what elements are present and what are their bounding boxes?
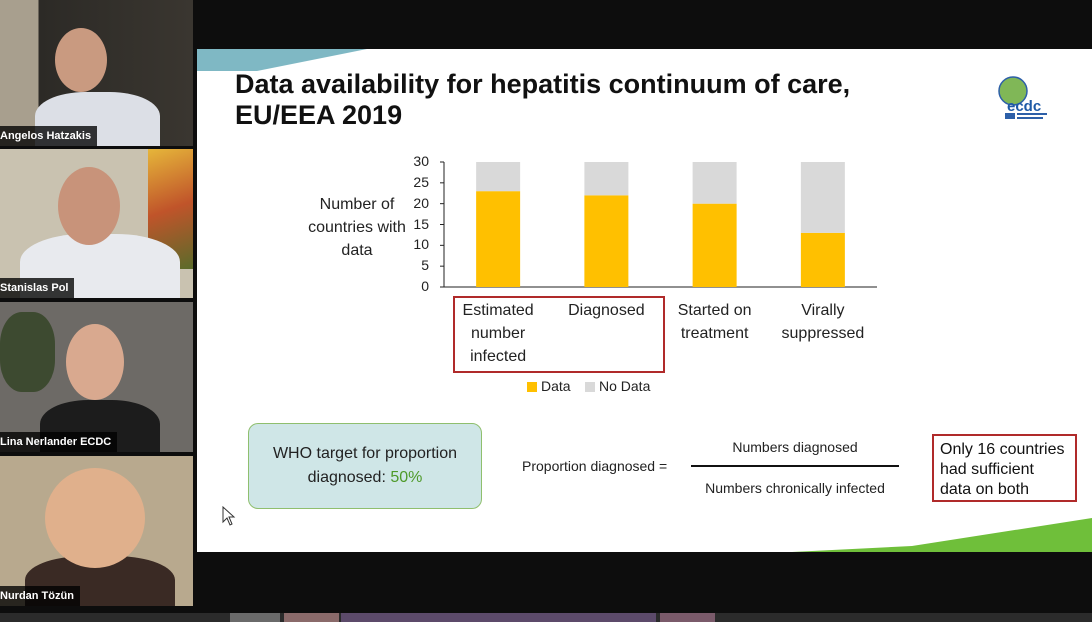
formula-numerator: Numbers diagnosed [732,439,858,455]
taskbar-app-icon[interactable] [341,613,656,622]
chart-y-tick-label: 5 [421,257,429,274]
participant-name: Nurdan Tözün [0,586,80,606]
taskbar-app-icon[interactable] [230,613,280,622]
legend-label-nodata: No Data [599,378,651,394]
legend-swatch-nodata [585,382,595,393]
taskbar-app-icon[interactable] [660,613,715,622]
chart-bar-nodata [476,162,521,192]
participant-tile-3[interactable]: Lina Nerlander ECDC [0,302,193,452]
slide-decor-stripe-bottom [792,518,1092,552]
ecdc-logo-icon [998,76,1047,119]
legend-swatch-data [527,382,537,393]
chart-y-tick-label: 25 [413,173,429,190]
formula-lhs: Proportion diagnosed = [522,458,668,474]
chart-bar-data [584,195,629,287]
chart-x-tick-label: Started on treatment [677,302,752,342]
note-box: Only 16 countries had sufficient data on… [932,434,1077,502]
chart-x-tick-label: Estimated number infected [462,302,534,365]
chart-bar-data [692,203,737,287]
chart-y-axis-label: Number of countries with data [308,196,406,259]
participant-avatar-head [55,28,107,92]
chart-bar-nodata [692,162,737,204]
participant-name: Stanislas Pol [0,278,75,298]
who-target-text: WHO target for proportion diagnosed: [272,445,458,486]
ecdc-logo-text: ecdc [1007,98,1042,115]
chart-x-tick-label: Virally suppressed [781,302,865,342]
chart-x-tick-label: Diagnosed [568,302,645,319]
slide-decor-stripe-top [197,49,367,71]
plants-background [0,312,55,392]
participant-tile-4[interactable]: Nurdan Tözün [0,456,193,606]
chart-bar-nodata [584,162,629,196]
participant-name: Lina Nerlander ECDC [0,432,118,452]
slide-title: Data availability for hepatitis continuu… [235,69,851,130]
chart-bar-data [800,232,845,287]
participant-avatar-head [45,468,145,568]
chart-y-tick-label: 0 [421,278,429,294]
participant-avatar-head [58,167,120,245]
participant-tile-2[interactable]: Stanislas Pol [0,149,193,298]
formula-denominator: Numbers chronically infected [705,480,885,496]
mouse-cursor-icon [222,506,236,526]
legend-label-data: Data [541,378,571,394]
highlight-box-categories [453,296,665,373]
participant-name: Angelos Hatzakis [0,126,98,146]
chart-legend-data: Data [527,378,571,394]
participant-tile-1[interactable]: Angelos Hatzakis [0,0,193,146]
who-target-percent: 50% [390,469,423,486]
who-target-box: WHO target for proportion diagnosed: 50% [248,423,482,509]
chart-legend-nodata: No Data [585,378,650,394]
chart-y-tick-label: 10 [413,236,429,253]
chart-bar-nodata [800,162,845,233]
shared-slide: Data availability for hepatitis continuu… [197,49,1092,552]
chart-plot [440,161,877,288]
chart-y-tick-label: 15 [413,215,429,232]
chart-bar-data [476,191,521,287]
participant-avatar-head [66,324,124,400]
chart-y-tick-label: 30 [413,153,429,169]
chart-y-tick-label: 20 [413,194,429,211]
taskbar-app-icon[interactable] [284,613,339,622]
formula-fraction-line [691,465,899,467]
